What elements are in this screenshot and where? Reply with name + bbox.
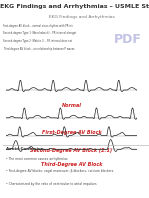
Text: • The most common causes arrhythmias: • The most common causes arrhythmias: [6, 157, 67, 161]
Text: Second-Degree AV Block (2:1): Second-Degree AV Block (2:1): [30, 148, 113, 153]
Text: Second-degree Type 2 (Mobitz II) – PR interval does not: Second-degree Type 2 (Mobitz II) – PR in…: [3, 39, 72, 43]
Text: First-Degree AV Block: First-Degree AV Block: [42, 130, 101, 135]
Text: Avoid Confusion: Avoid Confusion: [6, 148, 44, 151]
Text: Third-degree AV block – no relationship between P waves: Third-degree AV block – no relationship …: [3, 47, 74, 50]
Text: Third-Degree AV Block: Third-Degree AV Block: [41, 162, 102, 167]
Text: EKG Findings and Arrhythmias: EKG Findings and Arrhythmias: [49, 15, 115, 19]
Text: PDF: PDF: [114, 33, 142, 46]
Text: Second-degree Type 1 (Wenckebach) – PR interval elongat: Second-degree Type 1 (Wenckebach) – PR i…: [3, 31, 76, 35]
Text: • First-degree AV blocks: vagal maneuver, β-blockers, calcium blockers: • First-degree AV blocks: vagal maneuver…: [6, 169, 113, 173]
Text: EKG Findings and Arrhythmias – USMLE Step 2: EKG Findings and Arrhythmias – USMLE Ste…: [0, 4, 149, 9]
Text: • Characterized by the ratio of ventricular to atrial impulses: • Characterized by the ratio of ventricu…: [6, 182, 97, 186]
Text: First-degree AV block – normal sinus rhythm with PR int: First-degree AV block – normal sinus rhy…: [3, 24, 73, 28]
Text: Normal: Normal: [62, 103, 82, 108]
